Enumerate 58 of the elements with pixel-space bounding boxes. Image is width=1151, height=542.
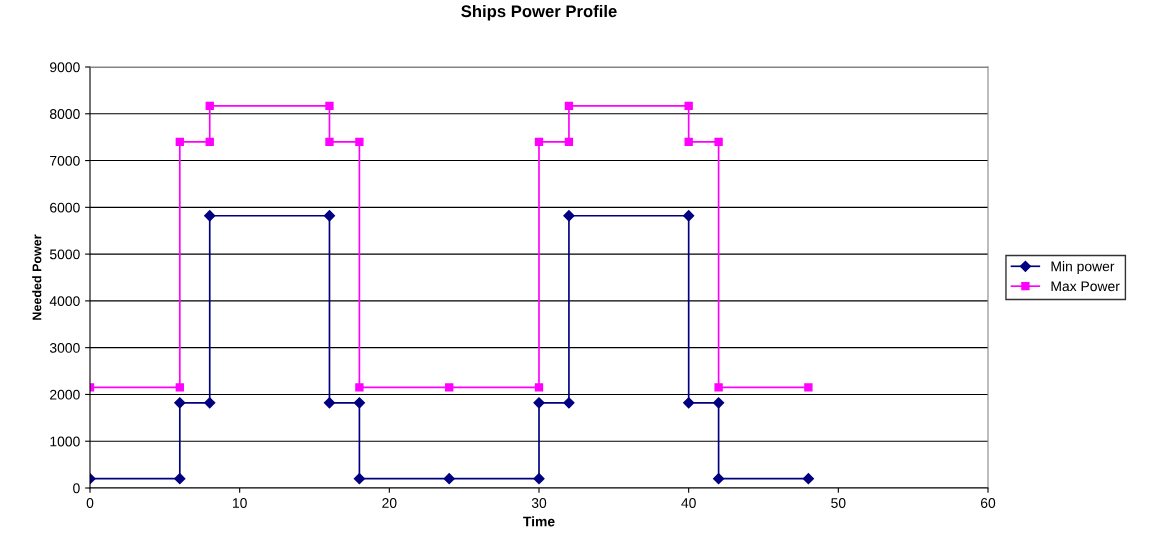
- x-tick-label: 10: [233, 498, 247, 508]
- x-tick-label: 30: [531, 498, 547, 508]
- y-tick-label: 5000: [49, 249, 80, 260]
- point: [355, 137, 364, 147]
- x-tick-label: 60: [980, 498, 996, 508]
- y-axis-title: Needed Power: [32, 234, 42, 320]
- point: [353, 397, 366, 409]
- x-axis-title: Time: [523, 516, 555, 527]
- point: [534, 383, 544, 392]
- point: [564, 101, 574, 110]
- point: [325, 137, 334, 147]
- point: [355, 383, 364, 392]
- point: [684, 137, 693, 147]
- y-tick-label: 0: [73, 483, 80, 494]
- y-tick-label: 4000: [49, 296, 80, 307]
- x-tick-label: 40: [681, 498, 696, 508]
- point: [684, 101, 693, 110]
- x-tick-label: 50: [831, 498, 846, 508]
- point: [712, 397, 725, 409]
- legend-label: Min power: [1051, 261, 1115, 275]
- point: [353, 473, 366, 485]
- y-tick-label: 2000: [50, 389, 80, 400]
- point: [204, 210, 216, 222]
- point: [204, 397, 216, 409]
- y-tick-label: 8000: [49, 109, 80, 119]
- point: [683, 397, 695, 409]
- point: [534, 137, 544, 147]
- point: [563, 210, 575, 222]
- point: [175, 383, 184, 392]
- point: [174, 473, 186, 485]
- point: [533, 397, 545, 409]
- point: [445, 383, 454, 392]
- point: [174, 397, 186, 409]
- y-tick-label: 3000: [49, 343, 80, 353]
- y-tick-label: 9000: [50, 62, 80, 73]
- point: [205, 137, 214, 147]
- point: [804, 383, 813, 392]
- chart-title: Ships Power Profile: [461, 4, 617, 21]
- y-tick-label: 6000: [50, 202, 80, 213]
- point: [323, 210, 336, 222]
- legend-label: Max Power: [1051, 281, 1120, 292]
- point: [714, 137, 723, 147]
- point: [802, 473, 815, 485]
- point: [563, 397, 575, 409]
- point: [712, 473, 725, 485]
- point: [325, 101, 334, 110]
- point: [683, 210, 695, 222]
- point: [175, 137, 184, 147]
- point: [533, 473, 545, 485]
- x-tick-label: 0: [86, 498, 94, 508]
- point: [714, 383, 723, 392]
- y-tick-label: 1000: [50, 436, 80, 447]
- y-tick-label: 7000: [50, 155, 80, 166]
- x-tick-label: 20: [382, 498, 397, 508]
- point: [323, 397, 336, 409]
- point: [205, 101, 214, 110]
- point: [443, 473, 455, 485]
- point: [564, 137, 574, 147]
